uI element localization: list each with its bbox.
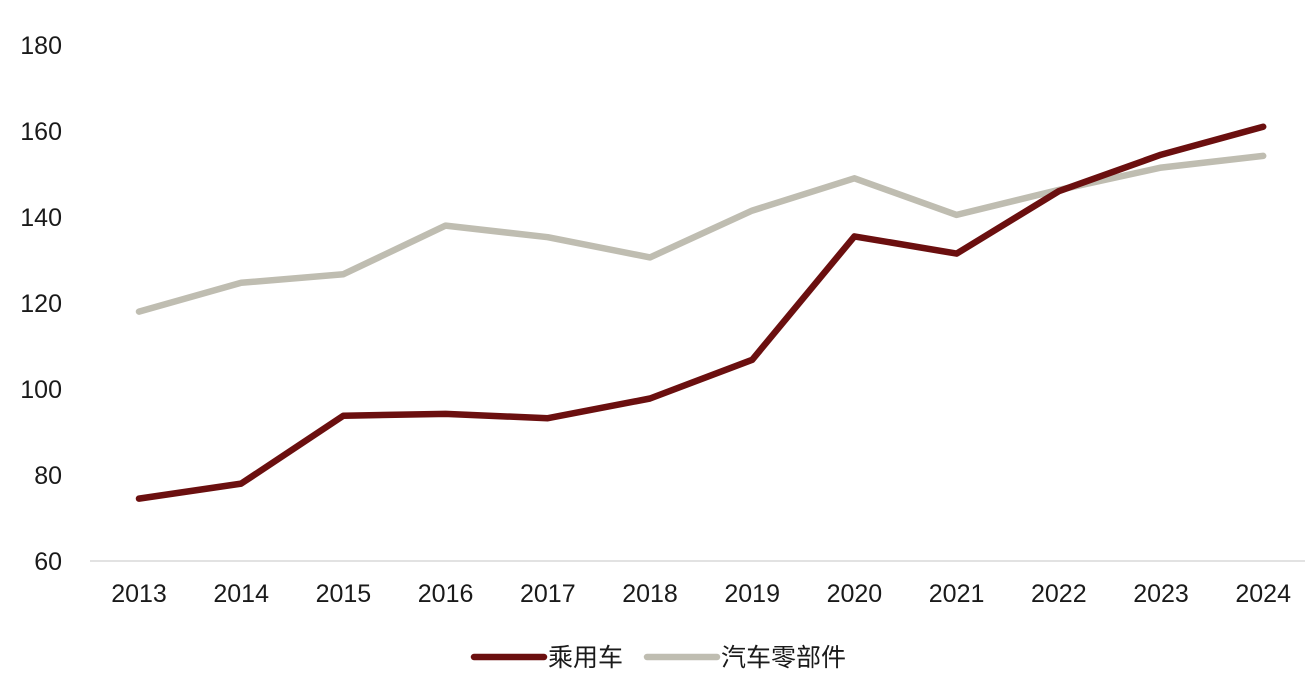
y-tick-label: 100 bbox=[20, 376, 62, 404]
series-line-1 bbox=[135, 123, 1267, 502]
legend: 乘用车 汽车零部件 bbox=[470, 644, 846, 672]
x-tick-label: 2018 bbox=[622, 580, 678, 608]
y-tick-label: 80 bbox=[34, 462, 62, 490]
x-tick-label: 2017 bbox=[520, 580, 576, 608]
y-tick-label: 160 bbox=[20, 118, 62, 146]
x-tick-label: 2024 bbox=[1235, 580, 1291, 608]
x-tick-label: 2014 bbox=[213, 580, 269, 608]
x-tick-label: 2022 bbox=[1031, 580, 1087, 608]
y-tick-label: 140 bbox=[20, 204, 62, 232]
x-tick-label: 2019 bbox=[724, 580, 780, 608]
y-tick-label: 120 bbox=[20, 290, 62, 318]
legend-label-2: 汽车零部件 bbox=[721, 644, 846, 672]
legend-label-1: 乘用车 bbox=[548, 644, 623, 672]
x-tick-label: 2016 bbox=[418, 580, 474, 608]
series-lines bbox=[135, 123, 1267, 502]
y-tick-label: 60 bbox=[34, 548, 62, 576]
x-tick-label: 2013 bbox=[111, 580, 167, 608]
x-tick-label: 2023 bbox=[1133, 580, 1189, 608]
y-axis-ticks: 60 80 100 120 140 160 180 bbox=[20, 32, 62, 576]
x-tick-label: 2015 bbox=[316, 580, 372, 608]
x-tick-label: 2020 bbox=[827, 580, 883, 608]
x-axis-ticks: 2013 2014 2015 2016 2017 2018 2019 2020 2021 2022… bbox=[111, 580, 1291, 608]
x-tick-label: 2021 bbox=[929, 580, 985, 608]
y-tick-label: 180 bbox=[20, 32, 62, 60]
